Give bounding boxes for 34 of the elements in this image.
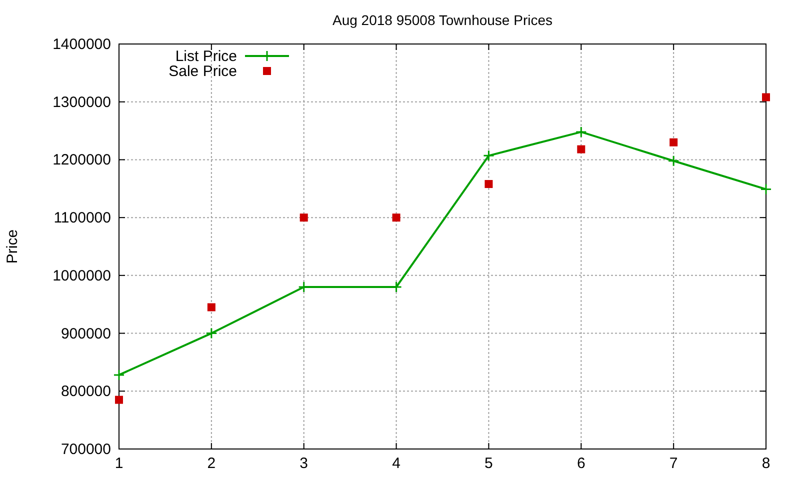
point bbox=[762, 93, 770, 102]
y-tick-label: 900000 bbox=[60, 325, 111, 342]
y-tick-label: 1100000 bbox=[54, 210, 111, 227]
y-tick-label: 800000 bbox=[60, 383, 111, 400]
y-axis-title: Price bbox=[4, 229, 21, 264]
point bbox=[484, 180, 493, 188]
x-tick-label: 8 bbox=[762, 455, 770, 472]
point bbox=[575, 126, 587, 138]
x-tick-label: 1 bbox=[114, 455, 124, 472]
x-tick-label: 2 bbox=[207, 455, 216, 472]
point bbox=[668, 155, 680, 167]
x-tick-label: 6 bbox=[576, 455, 586, 472]
y-tick-label: 1200000 bbox=[52, 152, 111, 169]
point bbox=[760, 183, 772, 195]
x-tick-label: 5 bbox=[484, 455, 493, 472]
point bbox=[206, 328, 218, 340]
x-tick-label: 3 bbox=[300, 455, 308, 472]
point bbox=[670, 138, 678, 146]
point bbox=[207, 303, 216, 312]
point bbox=[300, 214, 308, 222]
y-tick-label: 700000 bbox=[60, 441, 111, 458]
x-tick-label: 4 bbox=[392, 455, 400, 472]
point bbox=[392, 214, 400, 222]
y-tick-label: 1400000 bbox=[52, 36, 111, 53]
legend-label: Sale Price bbox=[168, 63, 237, 80]
y-tick-label: 1000000 bbox=[52, 267, 111, 284]
point bbox=[113, 369, 125, 381]
legend-label: List Price bbox=[175, 48, 237, 65]
point bbox=[115, 396, 123, 404]
point bbox=[482, 150, 494, 162]
y-tick-label: 1300000 bbox=[52, 94, 111, 111]
chart-title: Aug 2018 95008 Townhouse Prices bbox=[332, 12, 553, 28]
point bbox=[577, 145, 586, 154]
x-tick-label: 7 bbox=[669, 455, 678, 472]
